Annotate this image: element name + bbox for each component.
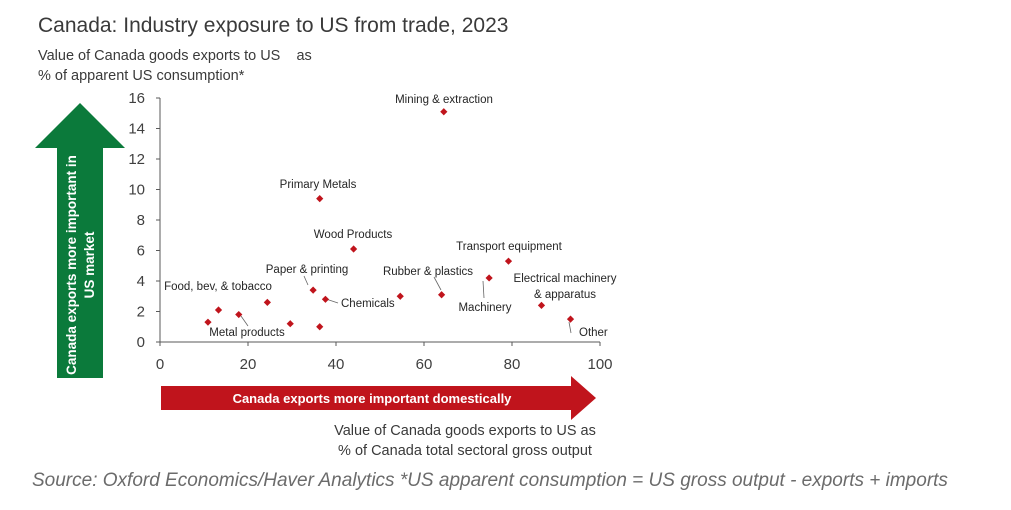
x-axis-title-line1: Value of Canada goods exports to US as [334,423,596,439]
y-tick-label: 6 [137,243,145,260]
y-axis-title-line1: Value of Canada goods exports to US as [38,48,312,64]
x-tick-label: 20 [240,356,257,373]
y-tick-label: 10 [128,182,145,199]
x-ticks: 0 20 40 60 80 100 [156,342,613,373]
vertical-arrow-label-line1: Canada exports more important in [64,155,79,375]
data-label: Rubber & plastics [383,266,473,278]
data-label: Machinery [458,302,511,314]
data-point [396,292,404,300]
data-point [214,306,223,314]
source-note: Source: Oxford Economics/Haver Analytics… [32,470,948,491]
data-point [235,310,243,319]
y-tick-label: 14 [128,121,145,138]
x-tick-label: 60 [416,356,433,373]
y-tick-label: 2 [137,304,145,321]
x-tick-label: 100 [587,356,612,373]
vertical-arrow-shape [35,103,125,378]
data-point [350,245,358,253]
x-tick-label: 0 [156,356,164,373]
horizontal-arrow: Canada exports more important domestical… [161,376,596,420]
chart-title: Canada: Industry exposure to US from tra… [38,14,509,37]
data-point [321,295,330,303]
vertical-arrow-label-line2: US market [82,231,97,298]
data-point [440,108,448,116]
data-points [204,108,575,331]
y-tick-label: 8 [137,212,145,229]
data-label: Other [579,327,608,339]
data-label: Wood Products [314,229,393,241]
data-label: Chemicals [341,298,395,310]
y-tick-label: 12 [128,151,145,168]
leader-line-machinery [482,280,485,299]
data-label: Mining & extraction [395,94,493,106]
x-axis-title-line2: % of Canada total sectoral gross output [338,443,592,459]
data-point [537,301,546,309]
data-point [204,318,212,326]
y-axis-title: Value of Canada goods exports to US as %… [38,46,358,86]
data-label: Electrical machinery & apparatus [514,273,617,301]
y-ticks: 0 2 4 6 8 10 12 14 16 [128,90,160,351]
data-point [316,195,324,203]
leader-line-metal [240,315,249,327]
data-label: Primary Metals [280,179,357,191]
data-labels: Mining & extraction Primary Metals Wood Pr… [164,94,617,339]
scatter-chart: Canada exports more important in US mark… [35,90,617,420]
data-label: Paper & printing [266,264,348,276]
data-point [309,286,317,294]
data-label: Metal products [209,327,285,339]
horizontal-arrow-label: Canada exports more important domestical… [233,391,513,406]
y-tick-label: 0 [137,334,145,351]
data-label: Food, bev, & tobacco [164,281,272,293]
vertical-arrow: Canada exports more important in US mark… [35,103,125,378]
leader-line-rubber [433,276,442,291]
data-point [566,315,575,323]
leader-line-other [568,321,572,334]
data-point [263,298,271,306]
x-tick-label: 80 [504,356,521,373]
y-tick-label: 4 [137,273,145,290]
data-point [504,257,513,265]
data-point [286,320,294,328]
data-point [485,274,493,282]
leader-line-paper [303,275,309,286]
y-tick-label: 16 [128,90,145,107]
data-point [316,323,324,331]
x-tick-label: 40 [328,356,345,373]
data-point [438,291,446,299]
horizontal-arrow-shape [161,376,596,420]
data-label: Transport equipment [456,241,562,253]
y-axis-title-line2: % of apparent US consumption* [38,68,245,84]
x-axis-title: Value of Canada goods exports to US as %… [300,421,630,461]
